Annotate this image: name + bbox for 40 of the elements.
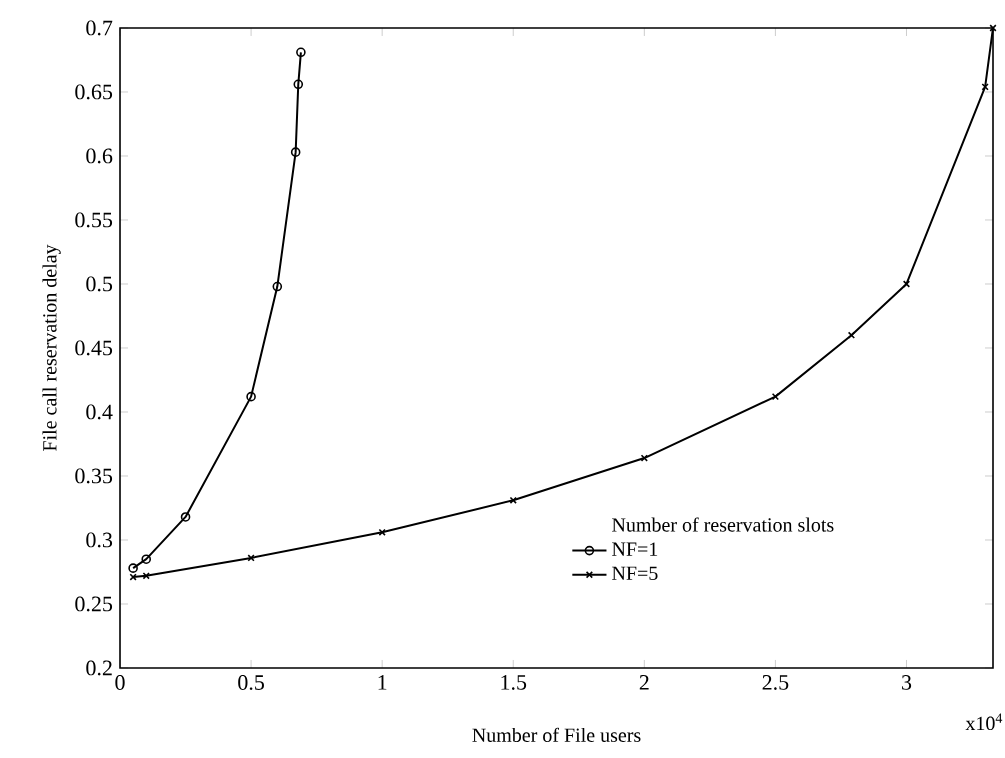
point — [129, 573, 137, 581]
y-tick-label: 0.4 — [86, 404, 113, 420]
x-tick-label: 2.5 — [762, 675, 789, 690]
y-tick-label: 0.25 — [75, 596, 113, 612]
text: x10$^{4}$ — [965, 713, 1003, 731]
point — [981, 83, 989, 91]
point — [142, 572, 150, 580]
point — [247, 554, 255, 562]
legend-label: NF=5 — [612, 566, 658, 580]
y-tick-label: 0.3 — [86, 532, 113, 548]
point — [509, 496, 517, 504]
y-tick-label: 0.55 — [75, 212, 113, 228]
y-tick-label: 0.5 — [86, 276, 113, 292]
point — [989, 24, 997, 32]
legend-label: NF=1 — [612, 542, 658, 556]
y-tick-label: 0.6 — [86, 148, 113, 164]
x-tick-label: 1 — [378, 675, 387, 690]
x-tick-label: 3 — [902, 675, 912, 690]
x-axis-title: Number of File users — [472, 727, 641, 742]
point — [378, 528, 386, 536]
y-tick-label: 0.65 — [75, 84, 113, 100]
y-tick-label: 0.35 — [75, 468, 113, 484]
point — [272, 281, 283, 292]
y-tick-label: 0.2 — [86, 660, 112, 676]
x-tick-label: 0 — [115, 675, 125, 690]
point — [128, 563, 138, 573]
point — [296, 47, 306, 58]
point — [290, 147, 301, 157]
x-tick-label: 1.5 — [501, 675, 527, 690]
point — [246, 391, 256, 402]
legend-title: Number of reservation slots — [612, 517, 834, 532]
x-tick-label: 0.5 — [238, 675, 264, 690]
point — [293, 79, 304, 90]
point — [180, 512, 191, 522]
point — [771, 393, 780, 401]
y-tick-label: 0.45 — [75, 340, 113, 356]
point — [141, 554, 152, 564]
y-tick-label: 0.7 — [86, 20, 113, 36]
y-axis-title: File call reservation delay — [42, 244, 61, 451]
x-tick-label: 2 — [639, 675, 649, 690]
